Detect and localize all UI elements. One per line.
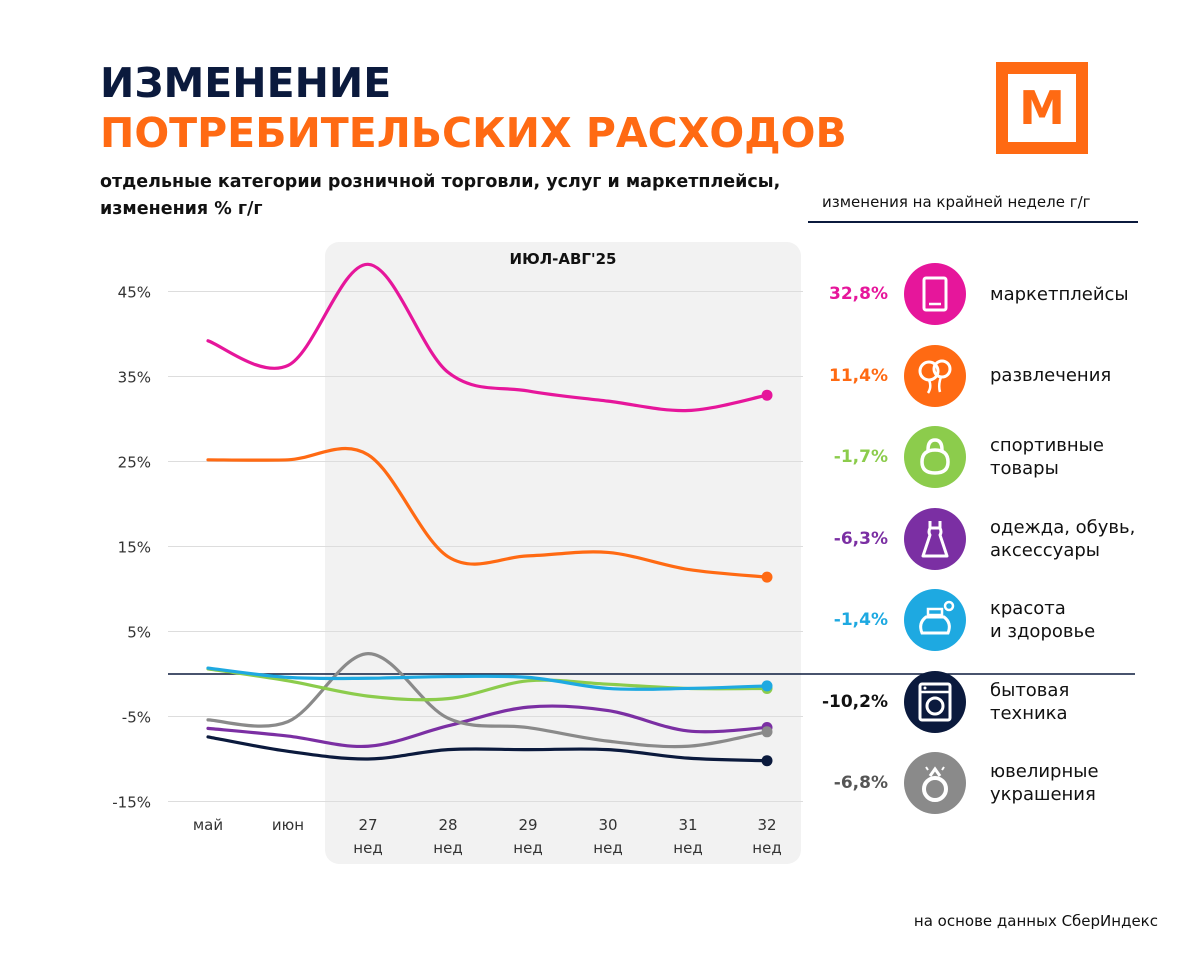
tablet-icon [904, 263, 966, 325]
x-tick-label: май [193, 816, 223, 834]
x-tick-label: 30 [598, 816, 617, 834]
title-line-2: ПОТРЕБИТЕЛЬСКИХ РАСХОДОВ [100, 109, 847, 157]
y-tick-label: 25% [118, 454, 151, 472]
x-tick-sublabel: нед [752, 839, 781, 857]
data-source-note: на основе данных СберИндекс [913, 912, 1158, 930]
balloons-icon [904, 344, 966, 407]
series-end-point-1 [761, 389, 773, 401]
x-tick-label: 32 [757, 816, 776, 834]
title-line-1: ИЗМЕНЕНИЕ [100, 59, 392, 107]
x-tick-label: 27 [358, 816, 377, 834]
legend-value-4: -6,3% [833, 528, 888, 549]
legend-value-3: -1,7% [833, 447, 888, 467]
series-end-point-6 [761, 755, 773, 767]
series-line-4 [206, 704, 769, 749]
y-tick-label: 45% [118, 284, 151, 302]
legend-value-7: -6,8% [833, 773, 888, 793]
legend-value-5: -1,4% [833, 610, 888, 630]
y-tick-label: -5% [122, 709, 151, 727]
x-tick-label: 29 [518, 816, 537, 834]
y-tick-label: 15% [118, 539, 151, 557]
legend-label-6: бытовая техника [990, 679, 1070, 724]
y-tick-label: 35% [118, 369, 151, 387]
legend-value-2: 11,4% [829, 365, 888, 386]
series-line-7 [206, 651, 769, 749]
series-line-6 [206, 735, 769, 763]
highlight-band-label: ИЮЛ-АВГ'25 [510, 250, 617, 268]
legend-label-4: одежда, обувь, аксессуары [990, 516, 1136, 561]
legend-value-6: -10,2% [821, 691, 888, 712]
chart-subtitle: отдельные категории розничной торговли, … [100, 169, 820, 223]
dress-icon [904, 507, 966, 570]
x-tick-label: 28 [438, 816, 457, 834]
legend-label-5: красота и здоровье [990, 598, 1096, 642]
legend-label-7: ювелирные украшения [990, 761, 1099, 805]
logo-letter: М [1019, 81, 1065, 135]
series-line-1 [206, 262, 769, 413]
legend-label-1: маркетплейсы [990, 283, 1129, 305]
subtitle-line-2: изменения % г/г [100, 199, 263, 219]
x-tick-label: 31 [678, 816, 697, 834]
x-tick-sublabel: нед [513, 839, 542, 857]
perfume-icon [904, 589, 966, 651]
x-tick-sublabel: нед [593, 839, 622, 857]
legend-value-1: 32,8% [829, 284, 888, 304]
x-tick-label: июн [272, 816, 304, 834]
legend-label-3: спортивные товары [990, 435, 1104, 479]
series-end-point-7 [761, 726, 773, 738]
kettlebell-icon [904, 426, 966, 488]
y-tick-label: 5% [127, 624, 151, 642]
ring-icon [904, 752, 966, 814]
series-end-point-2 [761, 571, 773, 583]
series-line-2 [206, 446, 769, 579]
brand-logo: М [996, 62, 1088, 154]
legend-label-2: развлечения [990, 365, 1112, 386]
washing-machine-icon [904, 670, 966, 733]
y-tick-label: -15% [112, 794, 151, 812]
x-tick-sublabel: нед [353, 839, 382, 857]
series-end-point-5 [761, 680, 773, 692]
x-tick-sublabel: нед [433, 839, 462, 857]
legend-header-rule [808, 221, 1138, 223]
chart-title: ИЗМЕНЕНИЕ ПОТРЕБИТЕЛЬСКИХ РАСХОДОВ [100, 58, 847, 158]
series-line-5 [206, 666, 769, 691]
x-tick-sublabel: нед [673, 839, 702, 857]
subtitle-line-1: отдельные категории розничной торговли, … [100, 172, 781, 192]
legend-header: изменения на крайней неделе г/г [822, 193, 1091, 211]
